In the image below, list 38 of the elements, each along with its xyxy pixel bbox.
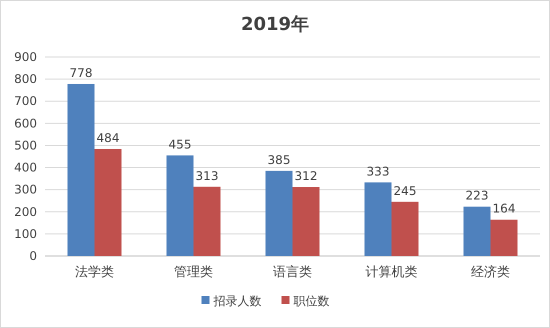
bar <box>94 148 122 256</box>
y-tick-label: 900 <box>14 50 37 64</box>
bar <box>166 155 194 256</box>
x-tick-label: 经济类 <box>471 265 510 280</box>
data-label: 455 <box>168 137 192 152</box>
y-tick-label: 500 <box>14 138 37 152</box>
bar <box>364 182 392 256</box>
data-label: 164 <box>492 202 516 216</box>
x-tick-label: 语言类 <box>273 264 312 280</box>
bar <box>464 206 490 256</box>
x-tick-label: 计算机类 <box>366 265 418 280</box>
legend-label: 招录人数 <box>212 294 262 308</box>
y-tick-label: 800 <box>14 72 37 86</box>
data-label: 333 <box>366 164 390 178</box>
data-label: 484 <box>96 130 120 145</box>
bar <box>490 220 518 256</box>
data-label: 245 <box>394 184 416 198</box>
x-tick-label: 法学类 <box>75 265 114 280</box>
y-tick-label: 600 <box>14 116 37 130</box>
y-tick-label: 0 <box>29 249 37 263</box>
y-tick-label: 100 <box>14 226 37 241</box>
bar <box>194 186 220 256</box>
data-label: 778 <box>70 66 92 80</box>
data-label: 223 <box>466 188 488 203</box>
y-tick-label: 300 <box>14 182 37 197</box>
bar <box>266 170 292 256</box>
data-label: 385 <box>268 152 290 167</box>
bar <box>292 187 320 256</box>
chart-title: 2019年 <box>240 14 310 35</box>
bar <box>392 202 418 256</box>
y-tick-label: 400 <box>14 160 37 175</box>
data-label: 312 <box>294 169 318 184</box>
x-tick-label: 管理类 <box>174 265 213 280</box>
bar <box>68 84 94 256</box>
legend-label: 职位数 <box>294 294 330 308</box>
y-tick-label: 200 <box>14 204 37 219</box>
y-tick-label: 700 <box>14 94 37 108</box>
data-label: 313 <box>196 168 218 183</box>
